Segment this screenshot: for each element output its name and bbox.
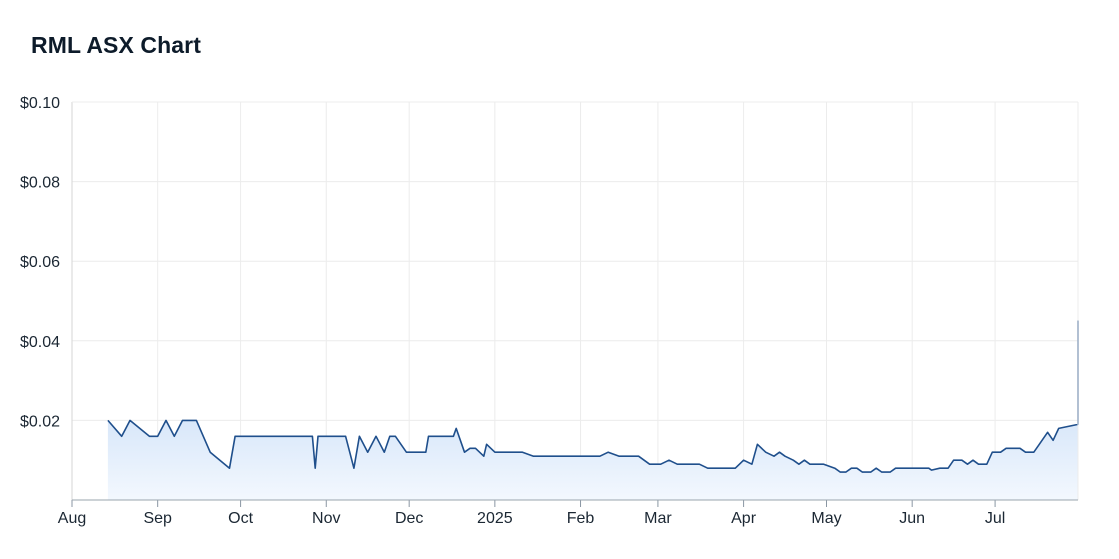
price-line	[107, 320, 1079, 473]
x-tick-label: Mar	[644, 510, 672, 527]
x-tick-label: Feb	[567, 510, 595, 527]
x-tick-label: Dec	[395, 510, 423, 527]
y-tick-label: $0.04	[20, 334, 60, 351]
x-tick-label: Oct	[228, 510, 253, 527]
x-tick-label: 2025	[477, 510, 513, 527]
grid	[72, 101, 1078, 500]
x-tick-label: Jul	[985, 510, 1005, 527]
x-tick-label: Nov	[312, 510, 340, 527]
y-tick-label: $0.06	[20, 254, 60, 271]
x-tick-label: May	[811, 510, 841, 527]
y-tick-label: $0.02	[20, 413, 60, 430]
x-tick-label: Sep	[143, 510, 172, 527]
x-tick-label: Jun	[899, 510, 925, 527]
x-tick-label: Aug	[58, 510, 86, 527]
y-tick-label: $0.08	[20, 175, 60, 192]
price-area-fill	[107, 320, 1078, 500]
x-tick-label: Apr	[731, 510, 757, 527]
chart-title: RML ASX Chart	[31, 32, 201, 58]
y-tick-label: $0.10	[20, 95, 60, 112]
